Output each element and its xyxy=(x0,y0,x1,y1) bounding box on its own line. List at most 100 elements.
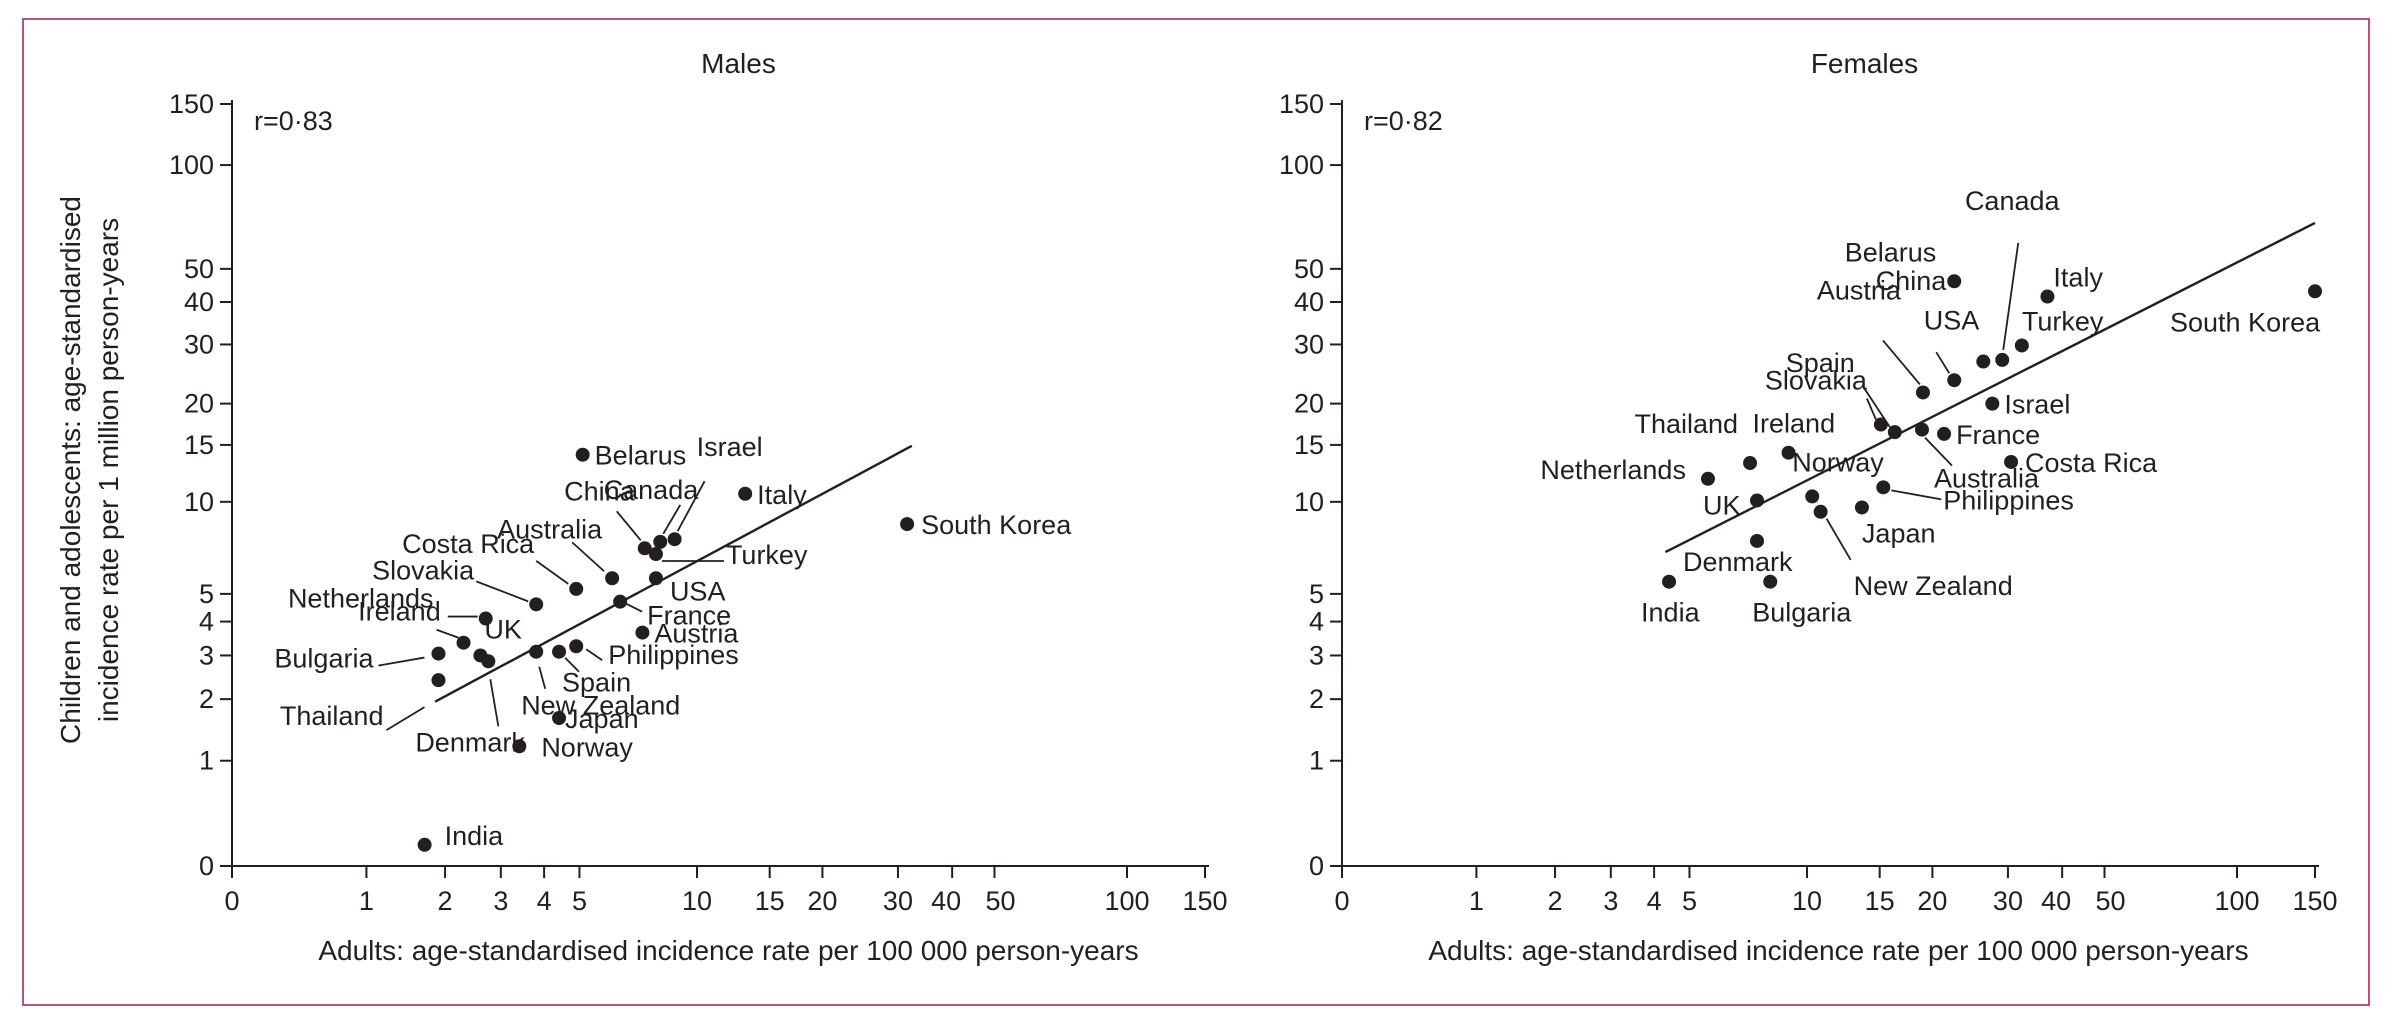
males-y-tick-label: 40 xyxy=(184,287,214,317)
males-point-china xyxy=(637,541,652,556)
females-leader-line xyxy=(1891,489,1942,501)
females-r-label: r=0·82 xyxy=(1364,106,1443,136)
males-point-label: China xyxy=(564,476,636,506)
females-x-tick-label: 40 xyxy=(2041,886,2071,916)
males-x-tick-label: 100 xyxy=(1104,886,1149,916)
males-y-tick-label: 10 xyxy=(184,487,214,517)
males-point-label: Japan xyxy=(565,704,639,734)
y-axis-label-line1: Children and adolescents: age-standardis… xyxy=(55,196,86,744)
females-point-label: France xyxy=(1956,420,2040,450)
females-y-tick-label: 100 xyxy=(1279,150,1324,180)
females-point-japan xyxy=(1854,500,1869,515)
females-x-tick-label: 4 xyxy=(1647,886,1662,916)
females-point-label: Austria xyxy=(1817,275,1902,305)
females-point-china xyxy=(1947,373,1962,388)
males-leader-line xyxy=(386,706,425,731)
females-y-tick-label: 10 xyxy=(1294,487,1324,517)
males-point-label: Austria xyxy=(654,619,739,649)
males-point-label: Spain xyxy=(562,668,631,698)
males-title: Males xyxy=(701,48,776,79)
figure-frame xyxy=(22,18,2370,1006)
females-point-label: Canada xyxy=(1965,186,2061,216)
males-leader-line xyxy=(489,679,500,727)
females-point-label: Norway xyxy=(1792,447,1884,477)
females-point-label: Thailand xyxy=(1634,409,1738,439)
females-y-tick-label: 1 xyxy=(1309,746,1324,776)
males-point-thailand xyxy=(431,673,446,688)
females-x-tick-label: 2 xyxy=(1548,886,1563,916)
males-leader-line xyxy=(571,541,605,572)
females-x-tick-label: 3 xyxy=(1603,886,1618,916)
females-point-italy xyxy=(2040,289,2055,304)
males-y-tick-label: 4 xyxy=(199,607,214,637)
females-leader-line xyxy=(1882,339,1921,386)
males-x-tick-label: 40 xyxy=(931,886,961,916)
females-point-label: Ireland xyxy=(1753,409,1836,439)
males-point-label: Israel xyxy=(697,432,763,462)
males-point-denmark xyxy=(481,654,496,669)
females-panel: Females r=0·82 Adults: age-standardised … xyxy=(1279,48,2338,966)
females-point-france xyxy=(1937,426,1952,441)
males-point-south-korea xyxy=(900,517,915,532)
males-y-tick-label: 1 xyxy=(199,746,214,776)
males-point-turkey xyxy=(648,547,663,562)
females-point-south-korea xyxy=(2308,284,2322,299)
males-panel: Males r=0·83 Children and adolescents: a… xyxy=(55,48,1228,966)
females-point-label: Bulgaria xyxy=(1752,598,1852,628)
females-x-axis-label: Adults: age-standardised incidence rate … xyxy=(1428,935,2248,966)
males-x-tick-label: 150 xyxy=(1182,886,1227,916)
females-leader-line xyxy=(1825,518,1852,561)
males-x-tick-label: 5 xyxy=(572,886,587,916)
males-y-tick-label: 50 xyxy=(184,254,214,284)
females-x-tick-label: 0 xyxy=(1334,886,1349,916)
females-y-tick-label: 5 xyxy=(1309,579,1324,609)
females-point-netherlands xyxy=(1700,471,1715,486)
males-x-tick-label: 2 xyxy=(438,886,453,916)
males-point-label: South Korea xyxy=(921,510,1072,540)
males-point-label: Belarus xyxy=(595,441,687,471)
males-x-tick-label: 0 xyxy=(224,886,239,916)
males-x-tick-label: 50 xyxy=(985,886,1015,916)
males-point-austria xyxy=(635,625,650,640)
females-point-label: USA xyxy=(1924,306,1980,336)
males-x-tick-label: 15 xyxy=(755,886,785,916)
females-point-label: Philippines xyxy=(1943,485,2074,515)
females-x-tick-label: 20 xyxy=(1917,886,1947,916)
males-point-label: USA xyxy=(670,576,726,606)
males-y-tick-label: 150 xyxy=(169,89,214,119)
males-point-label: Turkey xyxy=(726,540,808,570)
females-leader-line xyxy=(1935,351,1951,374)
males-leader-line xyxy=(538,666,547,689)
males-x-tick-label: 3 xyxy=(493,886,508,916)
males-point-philippines xyxy=(569,639,584,654)
males-y-tick-label: 100 xyxy=(169,150,214,180)
females-point-philippines xyxy=(1876,480,1891,495)
females-x-tick-label: 1 xyxy=(1469,886,1484,916)
females-point-label: Israel xyxy=(2004,390,2070,420)
males-point-canada xyxy=(653,534,668,549)
males-point-label: New Zealand xyxy=(521,691,680,721)
females-point-austria xyxy=(1915,385,1930,400)
females-point-label: Belarus xyxy=(1845,237,1937,267)
males-point-label: France xyxy=(647,601,731,631)
males-point-label: Canada xyxy=(604,475,700,505)
females-point-thailand xyxy=(1743,456,1758,471)
females-point-label: New Zealand xyxy=(1854,571,2013,601)
females-x-tick-label: 15 xyxy=(1865,886,1895,916)
females-leader-line xyxy=(1924,436,1953,467)
males-point-label: Thailand xyxy=(280,701,384,731)
females-y-tick-label: 40 xyxy=(1294,287,1324,317)
males-point-usa xyxy=(648,571,663,586)
males-x-axis-label: Adults: age-standardised incidence rate … xyxy=(318,935,1138,966)
females-y-tick-label: 50 xyxy=(1294,254,1324,284)
males-leader-line xyxy=(535,560,569,585)
females-point-usa xyxy=(1976,354,1991,369)
females-y-tick-label: 150 xyxy=(1279,89,1324,119)
males-point-france xyxy=(613,594,628,609)
males-leader-line xyxy=(564,657,580,673)
females-point-australia xyxy=(1914,422,1929,437)
males-leader-line xyxy=(662,504,682,535)
females-y-tick-label: 15 xyxy=(1294,430,1324,460)
males-point-italy xyxy=(738,486,753,501)
